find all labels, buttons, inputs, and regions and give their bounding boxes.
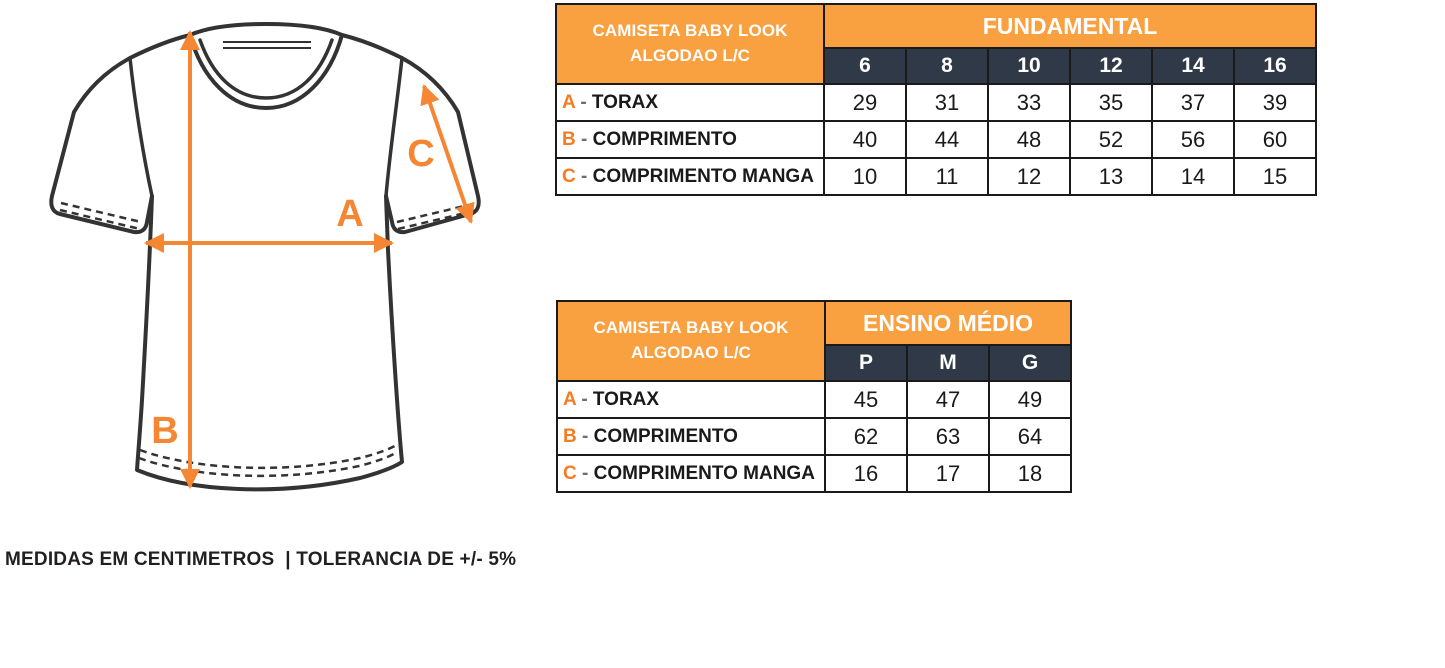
row-label-torax: A - TORAX <box>555 83 825 122</box>
cell-comprimento-6: 40 <box>823 120 907 159</box>
cell-comprimento-m: 63 <box>906 417 990 456</box>
table-header-row-sizes: P M G <box>557 344 1073 382</box>
row-label-text: COMPRIMENTO <box>592 128 737 150</box>
neck-tape <box>223 41 311 49</box>
cell-comprimento-16: 60 <box>1232 120 1318 159</box>
row-dash: - <box>582 425 589 447</box>
row-label-text: TORAX <box>591 91 659 113</box>
cell-torax-16: 39 <box>1232 83 1318 122</box>
table-row: B - COMPRIMENTO 40 44 48 52 56 60 <box>555 120 1318 159</box>
row-dash: - <box>580 91 587 113</box>
size-header-m: M <box>906 344 990 382</box>
table-header-row-group: CAMISETA BABY LOOK ALGODAO L/C ENSINO MÉ… <box>556 300 1073 382</box>
cell-torax-8: 31 <box>905 83 989 122</box>
product-title-cell: CAMISETA BABY LOOK ALGODAO L/C <box>555 3 825 85</box>
table-header-row-group: CAMISETA BABY LOOK ALGODAO L/C FUNDAMENT… <box>555 3 1318 85</box>
sleeve-hem-stitch-left <box>59 201 142 231</box>
cell-torax-12: 35 <box>1069 83 1153 122</box>
table-row: B - COMPRIMENTO 62 63 64 <box>556 417 1073 456</box>
armhole-seams <box>128 56 404 198</box>
row-dash: - <box>581 128 588 150</box>
size-header-g: G <box>987 344 1073 382</box>
cell-torax-m: 47 <box>906 380 990 419</box>
cell-comprimento-p: 62 <box>824 417 908 456</box>
tshirt-technical-drawing: A B C <box>30 0 520 500</box>
measure-label-c: C <box>407 133 434 175</box>
row-dash: - <box>582 462 589 484</box>
cell-torax-p: 45 <box>824 380 908 419</box>
cell-manga-12: 13 <box>1069 157 1153 196</box>
row-dash: - <box>581 165 588 187</box>
size-header-10: 10 <box>987 47 1071 85</box>
cell-comprimento-g: 64 <box>987 417 1073 456</box>
size-table-ensino-medio: CAMISETA BABY LOOK ALGODAO L/C ENSINO MÉ… <box>556 300 1073 493</box>
row-label-comprimento: B - COMPRIMENTO <box>556 417 826 456</box>
group-label-ensino-medio: ENSINO MÉDIO <box>823 300 1073 346</box>
cell-torax-14: 37 <box>1151 83 1235 122</box>
collar <box>188 22 344 110</box>
row-label-comprimento-manga: C - COMPRIMENTO MANGA <box>555 157 825 196</box>
size-header-16: 16 <box>1232 47 1318 85</box>
row-label-text: COMPRIMENTO MANGA <box>593 462 815 484</box>
cell-manga-8: 11 <box>905 157 989 196</box>
row-letter: C <box>563 462 577 484</box>
cell-torax-10: 33 <box>987 83 1071 122</box>
size-table-fundamental: CAMISETA BABY LOOK ALGODAO L/C FUNDAMENT… <box>555 3 1318 196</box>
row-letter: A <box>563 388 577 410</box>
product-title-line-1: CAMISETA BABY LOOK <box>592 21 788 41</box>
cell-manga-g: 18 <box>987 454 1073 493</box>
product-title-line-2: ALGODAO L/C <box>629 46 751 65</box>
size-header-12: 12 <box>1069 47 1153 85</box>
product-title-line-1: CAMISETA BABY LOOK <box>593 318 789 338</box>
row-letter: C <box>562 165 576 187</box>
measure-arrow-c <box>420 84 475 224</box>
measure-label-b: B <box>151 410 178 452</box>
product-title-cell: CAMISETA BABY LOOK ALGODAO L/C <box>556 300 826 382</box>
table-row: C - COMPRIMENTO MANGA 16 17 18 <box>556 454 1073 493</box>
group-label-fundamental: FUNDAMENTAL <box>822 3 1318 49</box>
cell-comprimento-12: 52 <box>1069 120 1153 159</box>
row-label-text: TORAX <box>592 388 660 410</box>
cell-torax-6: 29 <box>823 83 907 122</box>
cell-manga-m: 17 <box>906 454 990 493</box>
row-label-comprimento: B - COMPRIMENTO <box>555 120 825 159</box>
row-label-comprimento-manga: C - COMPRIMENTO MANGA <box>556 454 826 493</box>
measurement-note: MEDIDAS EM CENTIMETROS | TOLERANCIA DE +… <box>5 549 517 570</box>
size-header-p: P <box>824 344 908 382</box>
shirt-outline <box>49 33 481 492</box>
row-dash: - <box>581 388 588 410</box>
cell-torax-g: 49 <box>987 380 1073 419</box>
measure-label-a: A <box>336 193 363 235</box>
cell-comprimento-14: 56 <box>1151 120 1235 159</box>
size-header-8: 8 <box>905 47 989 85</box>
row-label-text: COMPRIMENTO <box>593 425 738 447</box>
table-row: A - TORAX 45 47 49 <box>556 380 1073 419</box>
cell-manga-16: 15 <box>1232 157 1318 196</box>
table-row: C - COMPRIMENTO MANGA 10 11 12 13 14 15 <box>555 157 1318 196</box>
cell-manga-14: 14 <box>1151 157 1235 196</box>
table-header-row-sizes: 6 8 10 12 14 16 <box>556 47 1318 85</box>
cell-manga-10: 12 <box>987 157 1071 196</box>
product-title-line-2: ALGODAO L/C <box>630 343 752 362</box>
cell-manga-p: 16 <box>824 454 908 493</box>
size-header-6: 6 <box>823 47 907 85</box>
row-label-torax: A - TORAX <box>556 380 826 419</box>
cell-comprimento-10: 48 <box>987 120 1071 159</box>
row-letter: B <box>562 128 576 150</box>
size-header-14: 14 <box>1151 47 1235 85</box>
row-label-text: COMPRIMENTO MANGA <box>592 165 814 187</box>
cell-comprimento-8: 44 <box>905 120 989 159</box>
row-letter: A <box>562 91 576 113</box>
cell-manga-6: 10 <box>823 157 907 196</box>
row-letter: B <box>563 425 577 447</box>
table-row: A - TORAX 29 31 33 35 37 39 <box>555 83 1318 122</box>
